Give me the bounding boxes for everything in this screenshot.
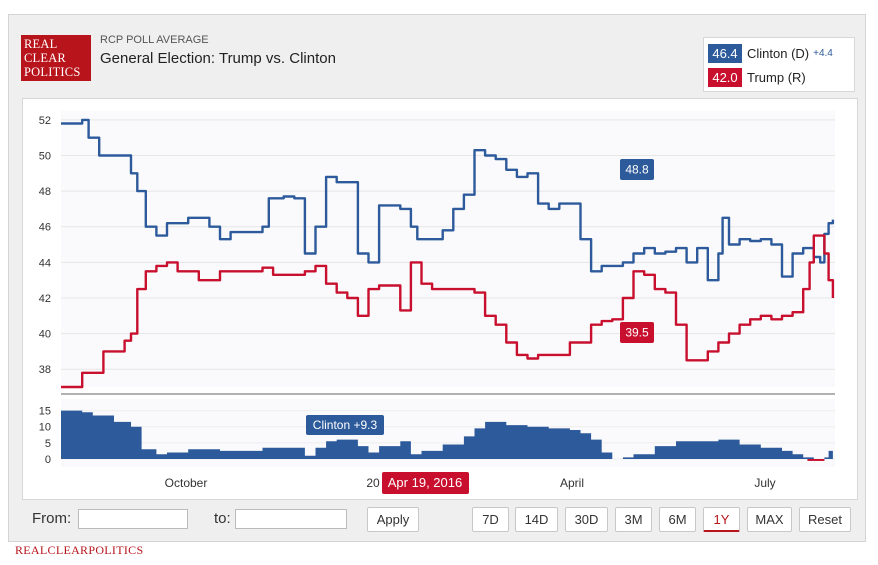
range-14d-button[interactable]: 14D <box>515 507 558 532</box>
chart-subtitle: RCP POLL AVERAGE <box>100 34 209 46</box>
logo-line: REAL <box>24 37 58 51</box>
x-month-label: October <box>165 476 208 490</box>
y-tick-label: 42 <box>39 293 51 305</box>
reset-button[interactable]: Reset <box>799 507 851 532</box>
rcp-logo: REAL CLEAR POLITICS <box>21 35 91 81</box>
to-date-input[interactable] <box>235 509 347 529</box>
clinton-callout-box <box>620 159 654 180</box>
trump-callout-box <box>620 322 654 343</box>
date-callout-text: Apr 19, 2016 <box>388 475 462 490</box>
chart-title: General Election: Trump vs. Clinton <box>100 50 336 67</box>
logo-line: CLEAR <box>24 51 66 65</box>
y-tick-label: 48 <box>39 186 51 198</box>
y-tick-label: 46 <box>39 222 51 234</box>
spread-negative-area <box>807 459 825 461</box>
chart-area[interactable]: 52 50 48 46 44 42 40 38 15 10 5 0 48.8 39.5 Clinton +9… <box>22 98 858 500</box>
range-max-button[interactable]: MAX <box>747 507 792 532</box>
y-tick-label: 52 <box>39 115 51 127</box>
clinton-callout-text: 48.8 <box>625 163 649 177</box>
legend-name-trump: Trump (R) <box>747 69 806 85</box>
x-month-label: July <box>754 476 775 490</box>
trump-callout-text: 39.5 <box>625 326 649 340</box>
y-tick-label: 50 <box>39 151 51 163</box>
logo-line: POLITICS <box>24 65 81 79</box>
range-3m-button[interactable]: 3M <box>615 507 652 532</box>
y-tick-label: 44 <box>39 257 51 269</box>
spread-y-tick-label: 15 <box>39 406 51 418</box>
spread-callout-box <box>306 415 384 435</box>
y-tick-label: 40 <box>39 329 51 341</box>
range-7d-button[interactable]: 7D <box>472 507 509 532</box>
series-line-trump <box>61 234 835 389</box>
range-1y-button[interactable]: 1Y <box>703 507 740 532</box>
legend-value-trump: 42.0 <box>708 67 742 87</box>
legend-item-trump[interactable]: 42.0 Trump (R) <box>708 67 806 87</box>
date-callout-box <box>382 472 469 494</box>
series-line-clinton <box>61 118 835 282</box>
x-month-label: 20 <box>366 476 380 490</box>
x-month-label: April <box>560 476 584 490</box>
spread-y-tick-label: 5 <box>45 438 51 450</box>
from-label: From: <box>32 510 72 527</box>
range-30d-button[interactable]: 30D <box>565 507 608 532</box>
y-tick-label: 38 <box>39 364 51 376</box>
spread-y-tick-label: 10 <box>39 422 51 434</box>
legend-name-clinton: Clinton (D) <box>747 45 810 61</box>
footer-brand: REALCLEARPOLITICS <box>15 543 144 557</box>
legend-spread: +4.4 <box>813 47 833 59</box>
legend-item-clinton[interactable]: 46.4 Clinton (D) +4.4 <box>708 43 833 63</box>
range-6m-button[interactable]: 6M <box>659 507 696 532</box>
from-date-input[interactable] <box>78 509 188 529</box>
spread-area <box>61 410 833 461</box>
legend: 46.4 Clinton (D) +4.4 42.0 Trump (R) <box>703 37 855 92</box>
range-controls: From: to: Apply 7D 14D 30D 3M 6M 1Y MAX … <box>22 502 858 536</box>
apply-button[interactable]: Apply <box>367 507 419 532</box>
spread-y-tick-label: 0 <box>45 454 51 466</box>
legend-value-clinton: 46.4 <box>708 43 742 63</box>
to-label: to: <box>214 510 231 527</box>
spread-callout-text: Clinton +9.3 <box>313 418 378 432</box>
